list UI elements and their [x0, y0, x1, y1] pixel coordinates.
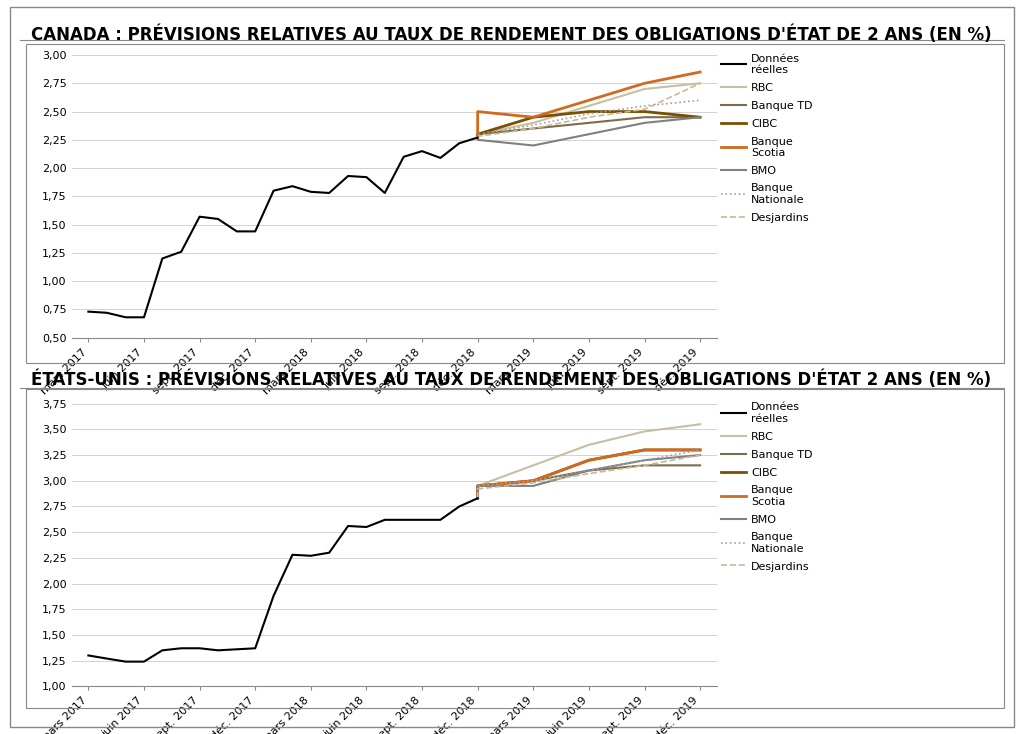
Text: CANADA : PRÉVISIONS RELATIVES AU TAUX DE RENDEMENT DES OBLIGATIONS D'ÉTAT DE 2 A: CANADA : PRÉVISIONS RELATIVES AU TAUX DE… [31, 26, 991, 44]
Legend: Données
réelles, RBC, Banque TD, CIBC, Banque
Scotia, BMO, Banque
Nationale, Des: Données réelles, RBC, Banque TD, CIBC, B… [717, 49, 817, 228]
Legend: Données
réelles, RBC, Banque TD, CIBC, Banque
Scotia, BMO, Banque
Nationale, Des: Données réelles, RBC, Banque TD, CIBC, B… [717, 398, 817, 576]
Text: ÉTATS-UNIS : PRÉVISIONS RELATIVES AU TAUX DE RENDEMENT DES OBLIGATIONS D'ÉTAT 2 : ÉTATS-UNIS : PRÉVISIONS RELATIVES AU TAU… [31, 371, 991, 389]
